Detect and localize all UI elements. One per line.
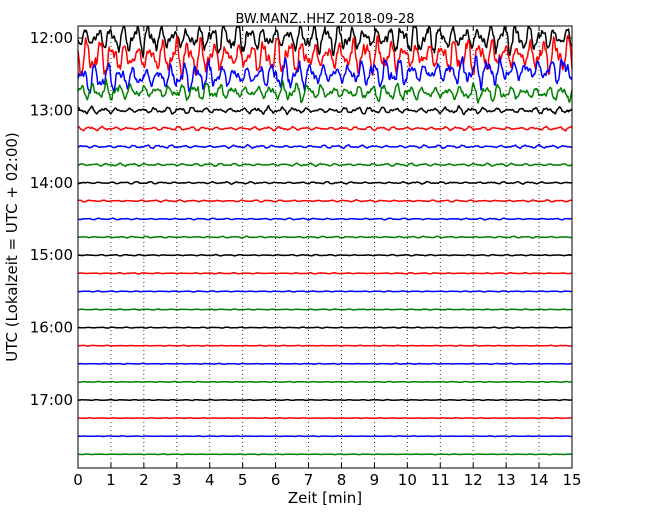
seismogram-trace [77, 143, 573, 150]
x-tick-label: 5 [238, 471, 248, 489]
seismogram-trace [77, 162, 573, 168]
seismogram-trace [77, 435, 573, 438]
y-axis-title: UTC (Lokalzeit = UTC + 02:00) [3, 132, 21, 362]
y-tick-label: 17:00 [30, 391, 73, 409]
seismogram-trace [77, 290, 573, 293]
seismogram-trace [77, 308, 573, 311]
x-tick-label: 14 [530, 471, 549, 489]
chart-title: BW.MANZ..HHZ 2018-09-28 [235, 12, 414, 27]
x-tick-label: 7 [304, 471, 314, 489]
seismogram-trace [77, 217, 573, 221]
x-axis-ticks: 0 1 2 3 4 5 6 7 8 9 10 11 12 13 14 15 [73, 26, 582, 489]
x-tick-label: 0 [73, 471, 83, 489]
x-tick-label: 2 [139, 471, 149, 489]
x-tick-label: 15 [562, 471, 581, 489]
seismogram-trace [77, 362, 573, 366]
seismogram-trace [77, 398, 573, 402]
x-tick-label: 9 [370, 471, 380, 489]
plot-frame [77, 25, 573, 469]
seismogram-trace [77, 180, 573, 185]
x-tick-label: 8 [337, 471, 347, 489]
y-tick-label: 15:00 [30, 246, 73, 264]
seismogram-trace [77, 34, 573, 80]
seismogram-traces [77, 26, 573, 456]
seismogram-trace [77, 326, 573, 329]
x-tick-label: 1 [106, 471, 116, 489]
seismogram-trace [77, 453, 573, 456]
x-tick-label: 4 [205, 471, 215, 489]
seismogram-trace [77, 380, 573, 384]
vertical-grid [110, 26, 540, 468]
seismogram-trace [77, 55, 573, 94]
y-tick-label: 16:00 [30, 319, 73, 337]
y-axis-ticks: 12:00 13:00 14:00 15:00 16:00 17:00 [30, 29, 572, 409]
seismogram-trace [77, 26, 573, 58]
x-tick-label: 3 [172, 471, 182, 489]
seismogram-trace [77, 416, 573, 420]
y-tick-label: 14:00 [30, 174, 73, 192]
y-tick-label: 13:00 [30, 101, 73, 119]
seismogram-trace [77, 344, 573, 347]
x-tick-label: 6 [271, 471, 281, 489]
y-tick-label: 12:00 [30, 29, 73, 47]
seismogram-trace [77, 104, 573, 116]
seismogram-trace [77, 253, 573, 257]
seismogram-trace [77, 235, 573, 239]
x-tick-label: 11 [431, 471, 450, 489]
x-tick-label: 10 [398, 471, 417, 489]
seismogram-trace [77, 78, 573, 104]
seismogram-trace [77, 198, 573, 203]
x-axis-title: Zeit [min] [288, 489, 362, 507]
x-tick-label: 12 [464, 471, 483, 489]
seismogram-trace [77, 271, 573, 275]
x-tick-label: 13 [497, 471, 516, 489]
seismogram-trace [77, 125, 573, 132]
